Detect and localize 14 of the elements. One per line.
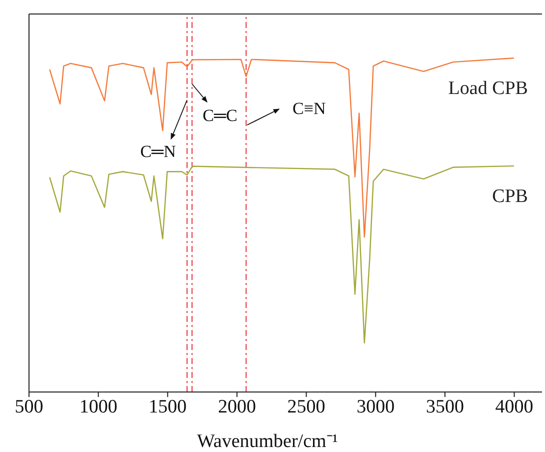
ref-line-label: C═C: [202, 106, 238, 125]
series-label: CPB: [492, 186, 528, 207]
x-tick-label: 3000: [356, 396, 395, 418]
ref-line-label: C≡N: [292, 99, 326, 118]
x-tick-label: 1000: [79, 396, 118, 418]
series-label: Load CPB: [448, 78, 528, 100]
ref-line-label: C═N: [140, 142, 176, 161]
x-tick-label: 2000: [218, 396, 256, 418]
x-tick-label: 2500: [287, 396, 326, 418]
x-tick-label: 500: [14, 396, 44, 418]
x-tick-label: 4000: [495, 396, 534, 418]
x-tick-label: 1500: [148, 396, 187, 418]
x-axis-title: Wavenumber/cm⁻¹: [196, 431, 338, 452]
x-tick-label: 3500: [426, 396, 464, 418]
